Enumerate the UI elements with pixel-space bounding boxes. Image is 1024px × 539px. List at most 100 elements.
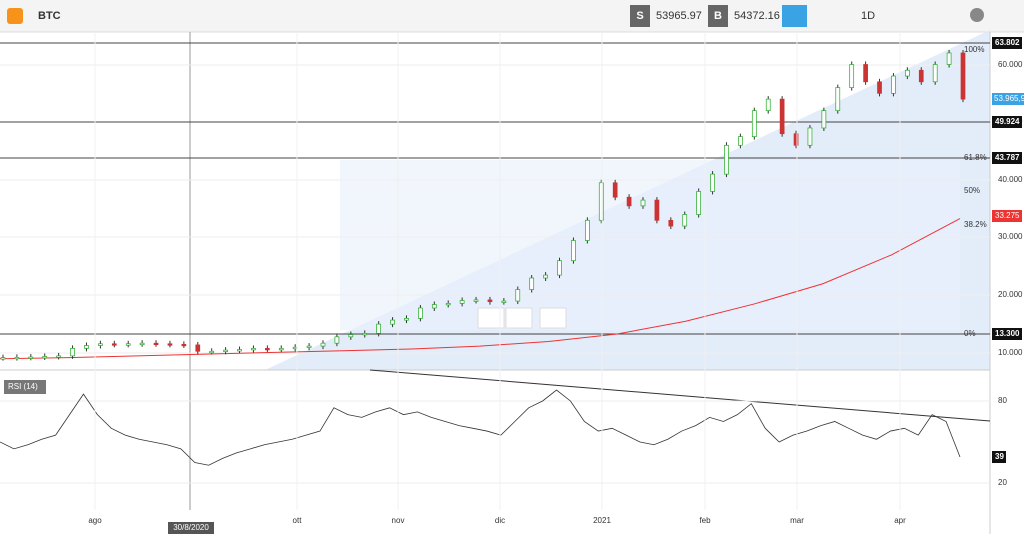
candle: [598, 182, 604, 221]
candle: [125, 343, 131, 346]
zoom-out[interactable]: [477, 307, 505, 329]
month-label: dic: [495, 516, 505, 525]
candle: [223, 349, 228, 352]
candle: [932, 64, 938, 83]
candle: [946, 52, 952, 65]
candle: [682, 214, 688, 227]
candle: [571, 240, 576, 262]
candle: [167, 343, 173, 346]
candle: [863, 64, 868, 83]
price-tick: 20.000: [998, 290, 1023, 299]
settings[interactable]: [970, 8, 984, 22]
candle: [348, 334, 354, 338]
toolbar: [0, 0, 1024, 32]
candle: [278, 348, 284, 351]
candle: [835, 87, 841, 112]
candle: [0, 357, 6, 360]
candle: [515, 289, 521, 302]
fib-label: 0%: [964, 329, 976, 338]
candle: [84, 345, 89, 349]
candle: [362, 333, 368, 336]
interval[interactable]: 1D: [861, 10, 875, 22]
candle: [849, 64, 855, 88]
level-label: 13.300: [995, 329, 1020, 338]
crosshair-date: 30/8/2020: [173, 523, 209, 532]
candle: [640, 199, 646, 207]
rsi-trendline: [369, 369, 991, 422]
candle: [56, 355, 62, 358]
candle: [501, 300, 507, 303]
rsi-line: [0, 389, 961, 466]
candle: [612, 182, 618, 198]
candle: [418, 307, 423, 319]
candle: [14, 356, 20, 360]
candle: [431, 304, 437, 309]
buy-button[interactable]: [708, 5, 728, 27]
ma-label: 33.275: [995, 211, 1020, 220]
candle: [404, 318, 409, 321]
level-tag: [992, 116, 1022, 128]
candle: [473, 299, 479, 302]
fib-zone: [340, 160, 960, 330]
candle: [376, 323, 382, 334]
crosshair-tool[interactable]: [782, 5, 807, 27]
candle: [877, 81, 882, 94]
month-label: ago: [88, 516, 102, 525]
candle: [793, 133, 799, 146]
candle: [264, 348, 270, 351]
buy-price: 54372.16: [734, 10, 780, 22]
month-label: mar: [790, 516, 804, 525]
candle: [487, 299, 493, 302]
current-price: 53.965,9: [994, 94, 1024, 103]
ma-tag: [992, 210, 1022, 222]
fib-label: 61.8%: [964, 153, 987, 162]
fib-label: 38.2%: [964, 220, 987, 229]
btc-icon: [7, 8, 23, 24]
candle: [543, 274, 548, 279]
candle: [724, 144, 729, 175]
candle: [334, 336, 340, 344]
moving-average: [0, 218, 961, 360]
sell-button[interactable]: [630, 5, 650, 27]
candle: [181, 343, 187, 347]
month-label: ott: [293, 516, 303, 525]
rsi-tick: 80: [998, 396, 1007, 405]
month-label: feb: [699, 516, 711, 525]
candle: [306, 345, 312, 348]
candle: [237, 349, 242, 352]
candle: [779, 98, 785, 135]
candle: [751, 110, 757, 137]
candle: [28, 356, 34, 359]
price-tick: 10.000: [998, 348, 1023, 357]
candle: [668, 219, 674, 227]
candle: [807, 127, 813, 146]
rsi-tag: [4, 380, 46, 394]
rsi-title: RSI (14): [8, 382, 38, 391]
candle: [710, 173, 715, 192]
candle: [251, 348, 256, 351]
level-label: 43.787: [995, 153, 1020, 162]
price-tick: 30.000: [998, 232, 1023, 241]
sell-price: 53965.97: [656, 10, 702, 22]
month-label: apr: [894, 516, 906, 525]
share[interactable]: [539, 307, 567, 329]
month-label: 2021: [593, 516, 611, 525]
candle: [626, 196, 632, 207]
price-tick: 40.000: [998, 175, 1023, 184]
level-tag: [992, 152, 1022, 164]
fib-label: 50%: [964, 186, 980, 195]
candle: [139, 342, 145, 346]
price-tick: 60.000: [998, 60, 1023, 69]
symbol: BTC: [38, 10, 61, 22]
candle: [42, 356, 48, 359]
candle: [111, 343, 117, 346]
level-tag: [992, 328, 1022, 340]
candle: [390, 319, 395, 325]
candle: [98, 343, 103, 346]
candle: [738, 136, 743, 146]
level-tag: [992, 37, 1022, 49]
candle: [584, 219, 590, 241]
candle: [320, 342, 326, 347]
zoom-in[interactable]: [505, 307, 533, 329]
